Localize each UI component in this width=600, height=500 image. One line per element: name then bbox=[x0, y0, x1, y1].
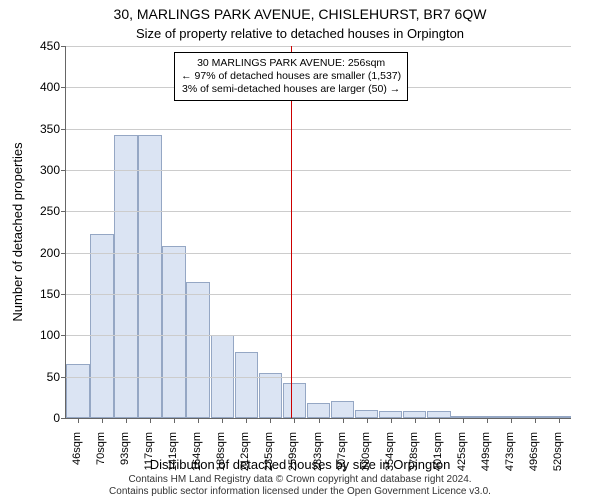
xtick-label: 401sqm bbox=[432, 432, 444, 482]
plot-area: 30 MARLINGS PARK AVENUE: 256sqm← 97% of … bbox=[65, 46, 571, 419]
xtick-label: 307sqm bbox=[336, 432, 348, 482]
ytick-label: 350 bbox=[5, 122, 60, 136]
xtick-label: 164sqm bbox=[191, 432, 203, 482]
xtick-mark bbox=[415, 418, 416, 423]
bar bbox=[307, 403, 331, 418]
gridline bbox=[66, 294, 571, 295]
xtick-label: 235sqm bbox=[263, 432, 275, 482]
ytick-mark bbox=[61, 211, 66, 212]
xtick-mark bbox=[222, 418, 223, 423]
bar bbox=[331, 401, 355, 418]
xtick-label: 496sqm bbox=[528, 432, 540, 482]
annotation-box: 30 MARLINGS PARK AVENUE: 256sqm← 97% of … bbox=[174, 52, 408, 101]
ytick-label: 200 bbox=[5, 246, 60, 260]
xtick-label: 93sqm bbox=[119, 432, 131, 482]
xtick-mark bbox=[367, 418, 368, 423]
xtick-mark bbox=[559, 418, 560, 423]
xtick-mark bbox=[294, 418, 295, 423]
xtick-mark bbox=[391, 418, 392, 423]
xtick-label: 117sqm bbox=[143, 432, 155, 482]
ytick-label: 450 bbox=[5, 39, 60, 53]
ytick-label: 0 bbox=[5, 411, 60, 425]
xtick-label: 425sqm bbox=[456, 432, 468, 482]
ytick-mark bbox=[61, 377, 66, 378]
gridline bbox=[66, 46, 571, 47]
xtick-label: 354sqm bbox=[384, 432, 396, 482]
figure: 30, MARLINGS PARK AVENUE, CHISLEHURST, B… bbox=[0, 0, 600, 500]
bar bbox=[138, 135, 162, 418]
ytick-mark bbox=[61, 335, 66, 336]
bar bbox=[186, 282, 210, 418]
ytick-mark bbox=[61, 253, 66, 254]
gridline bbox=[66, 211, 571, 212]
ytick-label: 250 bbox=[5, 204, 60, 218]
gridline bbox=[66, 129, 571, 130]
bar bbox=[283, 383, 307, 418]
xtick-label: 449sqm bbox=[480, 432, 492, 482]
annotation-line3: 3% of semi-detached houses are larger (5… bbox=[181, 83, 401, 96]
bar bbox=[114, 135, 138, 418]
xtick-mark bbox=[150, 418, 151, 423]
xtick-mark bbox=[463, 418, 464, 423]
ytick-label: 150 bbox=[5, 287, 60, 301]
bar bbox=[355, 410, 379, 418]
xtick-mark bbox=[246, 418, 247, 423]
chart-title-sub: Size of property relative to detached ho… bbox=[0, 26, 600, 41]
bar bbox=[90, 234, 114, 418]
xtick-label: 141sqm bbox=[167, 432, 179, 482]
ytick-label: 100 bbox=[5, 328, 60, 342]
annotation-line bbox=[291, 46, 292, 418]
xtick-label: 188sqm bbox=[215, 432, 227, 482]
xtick-label: 46sqm bbox=[71, 432, 83, 482]
xtick-mark bbox=[319, 418, 320, 423]
xtick-label: 378sqm bbox=[408, 432, 420, 482]
ytick-mark bbox=[61, 46, 66, 47]
ytick-label: 300 bbox=[5, 163, 60, 177]
ytick-mark bbox=[61, 129, 66, 130]
ytick-mark bbox=[61, 170, 66, 171]
ytick-label: 400 bbox=[5, 80, 60, 94]
bar bbox=[403, 411, 427, 418]
xtick-mark bbox=[439, 418, 440, 423]
xtick-mark bbox=[174, 418, 175, 423]
ytick-label: 50 bbox=[5, 370, 60, 384]
bar bbox=[66, 364, 90, 418]
xtick-mark bbox=[270, 418, 271, 423]
xtick-mark bbox=[102, 418, 103, 423]
xtick-label: 473sqm bbox=[504, 432, 516, 482]
bar bbox=[162, 246, 186, 418]
xtick-mark bbox=[535, 418, 536, 423]
xtick-label: 283sqm bbox=[312, 432, 324, 482]
bars-layer bbox=[66, 46, 571, 418]
bar bbox=[379, 411, 403, 418]
xtick-label: 330sqm bbox=[360, 432, 372, 482]
xtick-mark bbox=[198, 418, 199, 423]
footer-line-2: Contains public sector information licen… bbox=[0, 486, 600, 498]
gridline bbox=[66, 377, 571, 378]
xtick-mark bbox=[343, 418, 344, 423]
gridline bbox=[66, 170, 571, 171]
chart-title-main: 30, MARLINGS PARK AVENUE, CHISLEHURST, B… bbox=[0, 6, 600, 22]
ytick-mark bbox=[61, 418, 66, 419]
xtick-label: 259sqm bbox=[287, 432, 299, 482]
annotation-line2: ← 97% of detached houses are smaller (1,… bbox=[181, 70, 401, 83]
xtick-mark bbox=[78, 418, 79, 423]
bar bbox=[427, 411, 451, 418]
gridline bbox=[66, 335, 571, 336]
annotation-line1: 30 MARLINGS PARK AVENUE: 256sqm bbox=[181, 57, 401, 70]
bar bbox=[235, 352, 259, 418]
xtick-label: 520sqm bbox=[552, 432, 564, 482]
xtick-mark bbox=[487, 418, 488, 423]
ytick-mark bbox=[61, 87, 66, 88]
xtick-mark bbox=[126, 418, 127, 423]
gridline bbox=[66, 253, 571, 254]
xtick-label: 212sqm bbox=[239, 432, 251, 482]
ytick-mark bbox=[61, 294, 66, 295]
xtick-mark bbox=[511, 418, 512, 423]
bar bbox=[259, 373, 283, 418]
xtick-label: 70sqm bbox=[95, 432, 107, 482]
